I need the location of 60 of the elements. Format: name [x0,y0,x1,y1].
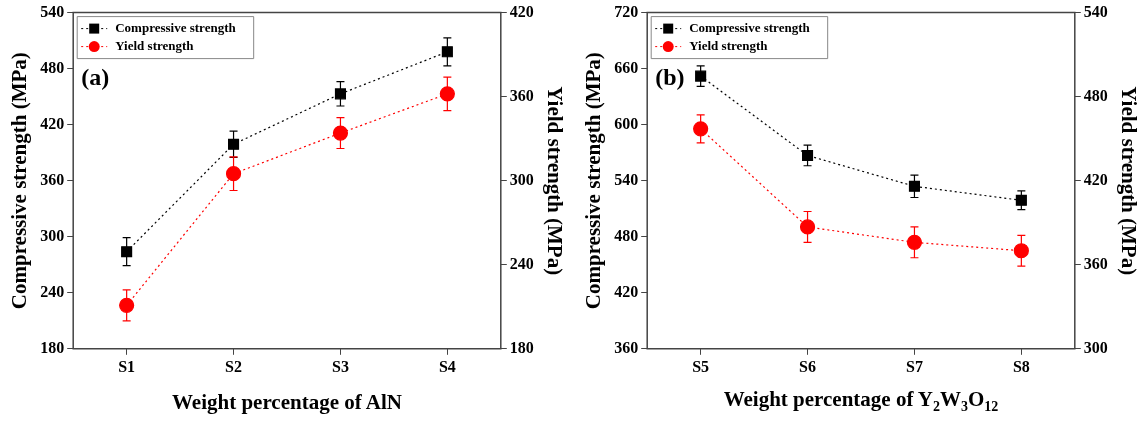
y2-tick-label: 540 [1083,2,1108,20]
y-tick-label: 480 [614,226,639,244]
y-tick-label: 540 [40,2,65,20]
x-tick-label: S7 [906,357,923,375]
point [908,180,920,192]
point [1013,243,1029,259]
point [119,297,135,313]
point [332,125,349,141]
x-axis-title: Weight percentage of Y$_{2}$W$_{3}$O$_{12}$ [722,386,1000,415]
y-tick-label: 360 [614,338,639,356]
legend-label: Yield strength [689,37,769,53]
y2-tick-label: 420 [1083,170,1108,188]
y2-tick-label: 300 [509,170,534,188]
legend-label: Compressive strength [115,19,237,35]
x-tick-label: S1 [118,357,136,375]
y2-tick-label: 360 [1083,254,1108,272]
y2-tick-label: 180 [509,338,534,356]
y-tick-label: 180 [40,338,65,356]
y-tick-label: 300 [40,226,65,244]
legend-label: Yield strength [115,37,195,53]
y-tick-label: 420 [614,282,639,300]
point [334,88,346,100]
y-tick-label: 360 [40,170,65,188]
y-axis-title: Compressive strength (MPa) [7,52,32,310]
y2-tick-label: 480 [1083,86,1108,104]
y-tick-label: 420 [40,114,65,132]
annotation: (b) [655,63,685,90]
x-tick-label: S5 [692,357,710,375]
x-tick-label: S4 [438,357,456,375]
y2-tick-label: 360 [509,86,534,104]
legend-label: Compressive strength [689,19,811,35]
point [121,246,133,258]
y-tick-label: 480 [40,58,65,76]
point [693,121,709,137]
point [225,166,242,182]
y-tick-label: 240 [40,282,65,300]
y2-tick-label: 240 [509,254,534,272]
y-tick-label: 660 [614,58,639,76]
x-axis-title: Weight percentage of AlN [171,390,403,415]
point [802,149,814,162]
point [1015,194,1027,206]
y2-tick-label: 420 [509,2,534,20]
y-tick-label: 540 [614,170,639,188]
point [695,70,707,82]
x-tick-label: S8 [1012,357,1030,375]
y-tick-label: 720 [614,2,639,20]
point [439,86,455,102]
point [228,138,240,150]
point [799,219,816,235]
point [906,234,923,250]
x-tick-label: S6 [799,357,816,375]
x-tick-label: S3 [332,357,349,375]
y-axis-title: Compressive strength (MPa) [581,52,606,310]
point [441,46,453,58]
x-tick-label: S2 [225,357,242,375]
y-tick-label: 600 [614,114,639,132]
annotation: (a) [81,63,110,90]
y2-axis-title: Yield strength (MPa) [542,86,567,276]
y2-axis-title: Yield strength (MPa) [1116,86,1141,276]
y2-tick-label: 300 [1083,338,1108,356]
